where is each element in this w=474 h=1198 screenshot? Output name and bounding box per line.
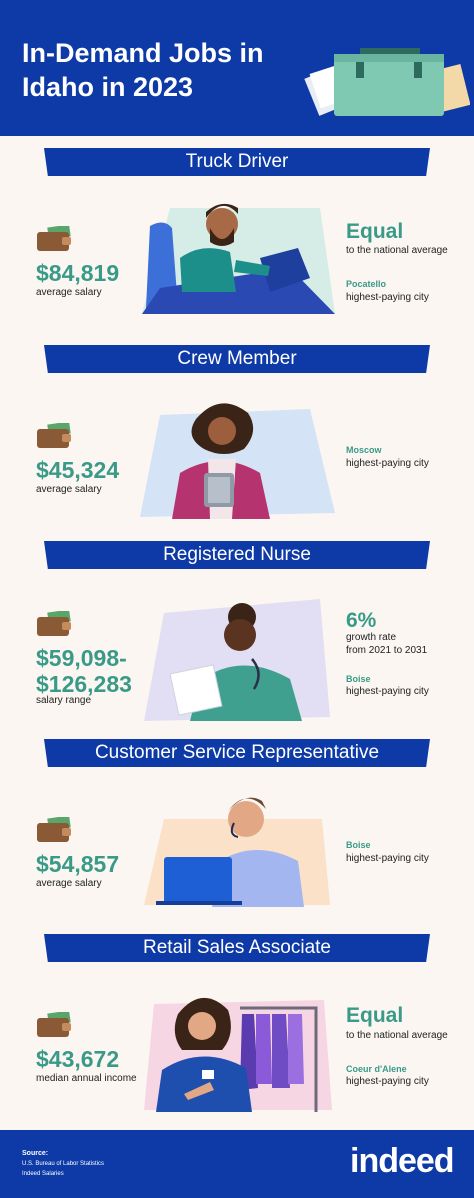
salary-value: $45,324 <box>36 457 120 483</box>
salary-value: $54,857 <box>36 851 120 877</box>
stat-description: growth rate from 2021 to 2031 <box>346 632 428 656</box>
job-title-banner: Crew Member <box>44 345 430 373</box>
city-label: highest-paying city <box>346 292 429 303</box>
stat-highlight: 6% <box>346 609 377 632</box>
job-title-banner: Truck Driver <box>44 148 430 176</box>
stat-description: to the national average <box>346 1030 448 1041</box>
customer-service-illustration <box>144 797 330 907</box>
salary-label: median annual income <box>36 1073 137 1084</box>
stat-highlight: Equal <box>346 1004 404 1027</box>
salary-label: average salary <box>36 287 102 298</box>
wallet-icon <box>37 1012 71 1037</box>
source-line: Indeed Salaries <box>22 1171 64 1177</box>
job-title-banner: Registered Nurse <box>44 541 430 569</box>
wallet-icon <box>37 226 71 251</box>
page-title: In-Demand Jobs in Idaho in 2023 <box>22 38 264 102</box>
salary-range: $59,098- $126,283 <box>36 645 132 697</box>
wallet-icon <box>37 611 71 636</box>
crew-member-illustration <box>140 403 335 519</box>
city-name: Coeur d'Alene <box>346 1064 407 1074</box>
job-section-crew-member: Crew Member $45,324 average salary Mosco… <box>0 345 474 541</box>
job-section-customer-service: Customer Service Representative $54,857 … <box>0 739 474 935</box>
salary-value: $84,819 <box>36 260 120 286</box>
salary-value: $43,672 <box>36 1046 120 1072</box>
city-label: highest-paying city <box>346 853 429 864</box>
truck-driver-illustration <box>142 203 335 314</box>
job-section-registered-nurse: Registered Nurse $59,098- $126,283 salar… <box>0 541 474 737</box>
briefcase-icon <box>304 48 470 116</box>
job-title-banner: Retail Sales Associate <box>44 934 430 962</box>
stat-highlight: Equal <box>346 220 404 243</box>
footer: Source: U.S. Bureau of Labor Statistics … <box>0 1130 474 1198</box>
city-label: highest-paying city <box>346 686 429 697</box>
salary-label: average salary <box>36 878 102 889</box>
salary-label: average salary <box>36 484 102 495</box>
header: In-Demand Jobs in Idaho in 2023 <box>0 0 474 136</box>
job-section-retail-sales: Retail Sales Associate $43,672 median an… <box>0 934 474 1130</box>
stat-description: to the national average <box>346 245 448 256</box>
city-name: Pocatello <box>346 279 387 289</box>
source-title: Source: <box>22 1150 49 1157</box>
city-label: highest-paying city <box>346 458 429 469</box>
job-section-truck-driver: Truck Driver $84,819 average salary Equa… <box>0 148 474 344</box>
city-name: Boise <box>346 674 371 684</box>
indeed-logo[interactable]: indeed <box>350 1142 455 1180</box>
city-name: Moscow <box>346 445 382 455</box>
salary-label: salary range <box>36 695 92 706</box>
wallet-icon <box>37 423 71 448</box>
nurse-illustration <box>144 599 330 721</box>
retail-sales-illustration <box>144 997 332 1112</box>
city-name: Boise <box>346 840 371 850</box>
city-label: highest-paying city <box>346 1076 429 1087</box>
wallet-icon <box>37 817 71 842</box>
job-title-banner: Customer Service Representative <box>44 739 430 767</box>
source-line: U.S. Bureau of Labor Statistics <box>22 1161 105 1167</box>
